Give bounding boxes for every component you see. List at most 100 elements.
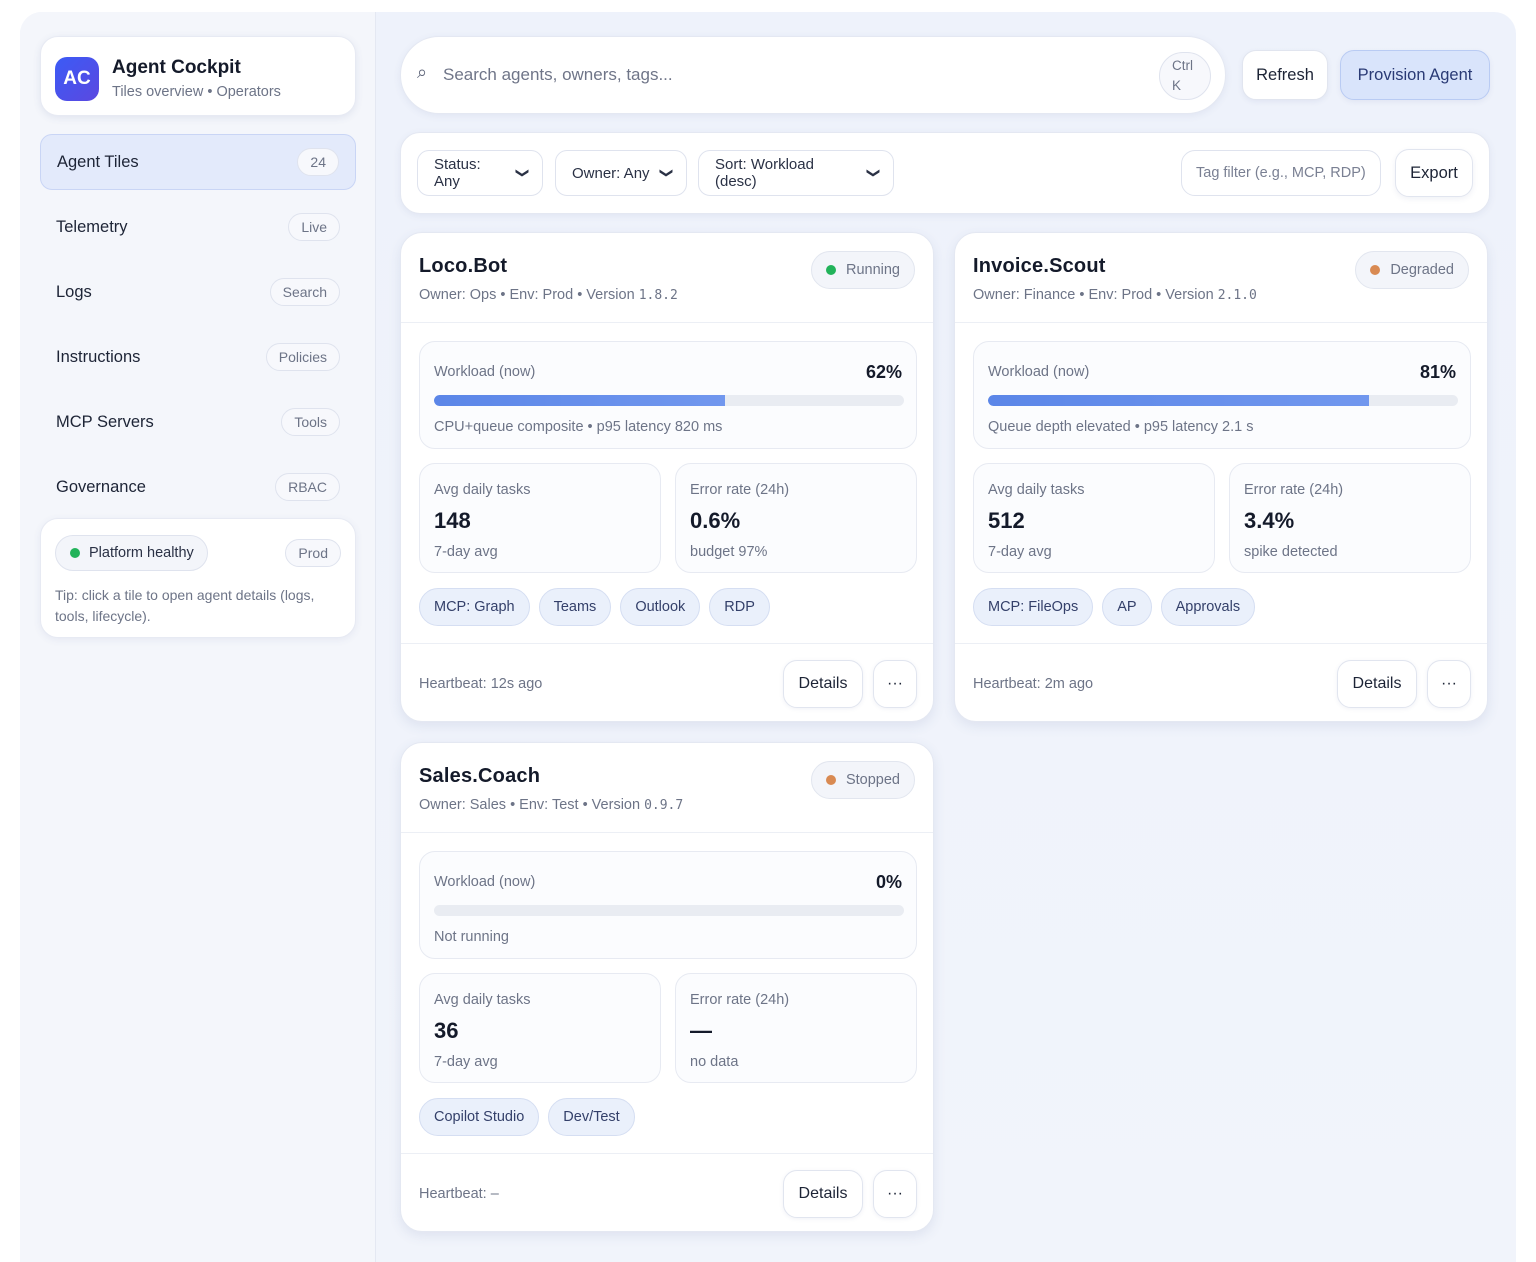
more-options-button[interactable]: ··· xyxy=(1427,660,1471,708)
tag-chip[interactable]: MCP: FileOps xyxy=(973,588,1094,626)
heartbeat-text: Heartbeat: 2m ago xyxy=(973,676,1093,692)
agent-name: Sales.Coach xyxy=(419,765,541,787)
chevron-down-icon: ❯ xyxy=(866,167,882,179)
agent-name: Invoice.Scout xyxy=(973,255,1106,277)
owner-filter-select[interactable]: Owner: Any ❯ xyxy=(555,150,687,196)
agent-tile-sales-coach[interactable]: Sales.Coach Owner: Sales • Env: Test • V… xyxy=(400,742,934,1232)
sidebar-item-telemetry[interactable]: Telemetry Live xyxy=(40,199,356,255)
avg-daily-tasks-stat: Avg daily tasks 512 7-day avg xyxy=(973,463,1215,573)
workload-progress-bar xyxy=(434,395,904,406)
agent-name: Loco.Bot xyxy=(419,255,508,277)
stat-value: 148 xyxy=(434,508,471,533)
sidebar-item-badge: Policies xyxy=(265,343,340,371)
heartbeat-text: Heartbeat: – xyxy=(419,1186,499,1202)
sidebar-item-label: Logs xyxy=(56,282,92,301)
sidebar-item-label: Instructions xyxy=(56,347,141,366)
more-options-button[interactable]: ··· xyxy=(873,660,917,708)
error-rate-stat: Error rate (24h) 0.6% budget 97% xyxy=(675,463,917,573)
error-rate-stat: Error rate (24h) — no data xyxy=(675,973,917,1083)
stat-label: Avg daily tasks xyxy=(434,992,531,1008)
platform-health-label: Platform healthy xyxy=(89,545,194,561)
workload-percent: 81% xyxy=(1419,362,1456,382)
workload-progress-bar xyxy=(988,395,1458,406)
env-badge: Prod xyxy=(285,539,341,567)
more-options-button[interactable]: ··· xyxy=(873,1170,917,1218)
workload-note: Queue depth elevated • p95 latency 2.1 s xyxy=(988,419,1254,435)
workload-progress-fill xyxy=(434,395,726,406)
sidebar-item-badge: Search xyxy=(269,278,340,306)
tag-chip[interactable]: AP xyxy=(1102,588,1152,626)
agent-tile-header: Loco.Bot Owner: Ops • Env: Prod • Versio… xyxy=(401,233,933,323)
tag-chip[interactable]: Dev/Test xyxy=(548,1098,635,1136)
status-dot-icon xyxy=(825,775,836,785)
sidebar-item-logs[interactable]: Logs Search xyxy=(40,264,356,320)
tag-chip[interactable]: Teams xyxy=(538,588,612,626)
stat-value: — xyxy=(690,1018,712,1043)
sidebar-item-badge: RBAC xyxy=(275,473,340,501)
tag-chip[interactable]: RDP xyxy=(709,588,770,626)
status-label: Degraded xyxy=(1390,262,1454,278)
agent-version: 2.1.0 xyxy=(1217,288,1257,303)
agent-version: 0.9.7 xyxy=(644,798,684,813)
avg-daily-tasks-stat: Avg daily tasks 36 7-day avg xyxy=(419,973,661,1083)
stat-note: spike detected xyxy=(1244,544,1338,560)
details-button[interactable]: Details xyxy=(783,660,863,708)
agent-tile-loco-bot[interactable]: Loco.Bot Owner: Ops • Env: Prod • Versio… xyxy=(400,232,934,722)
details-button[interactable]: Details xyxy=(1337,660,1417,708)
workload-note: Not running xyxy=(434,929,509,945)
sidebar: AC Agent Cockpit Tiles overview • Operat… xyxy=(20,12,376,1262)
sidebar-item-badge: Tools xyxy=(281,408,340,436)
refresh-button[interactable]: Refresh xyxy=(1242,50,1328,100)
stat-note: 7-day avg xyxy=(434,544,498,560)
sort-select[interactable]: Sort: Workload (desc) ❯ xyxy=(698,150,894,196)
sidebar-item-label: Governance xyxy=(56,477,146,496)
brand-card: AC Agent Cockpit Tiles overview • Operat… xyxy=(40,36,356,116)
agent-tile-footer: Heartbeat: 12s ago Details ··· xyxy=(401,643,933,723)
sidebar-item-label: Agent Tiles xyxy=(57,152,139,171)
tag-chip[interactable]: Outlook xyxy=(620,588,701,626)
health-tip: Tip: click a tile to open agent details … xyxy=(55,587,315,624)
tag-list: MCP: Graph Teams Outlook RDP xyxy=(419,588,770,626)
stat-note: 7-day avg xyxy=(988,544,1052,560)
workload-percent: 0% xyxy=(875,872,902,892)
error-rate-stat: Error rate (24h) 3.4% spike detected xyxy=(1229,463,1471,573)
tag-chip[interactable]: Copilot Studio xyxy=(419,1098,540,1136)
stat-label: Error rate (24h) xyxy=(690,482,790,498)
brand-logo: AC xyxy=(55,57,99,101)
workload-label: Workload (now) xyxy=(434,874,536,890)
sidebar-item-instructions[interactable]: Instructions Policies xyxy=(40,329,356,385)
status-label: Stopped xyxy=(845,772,900,788)
stat-value: 0.6% xyxy=(690,508,741,533)
status-filter-value: Status: Any xyxy=(434,156,481,190)
search-input[interactable] xyxy=(443,59,1123,91)
status-filter-select[interactable]: Status: Any ❯ xyxy=(417,150,543,196)
workload-progress-fill xyxy=(988,395,1369,406)
workload-percent: 62% xyxy=(865,362,902,382)
workload-note: CPU+queue composite • p95 latency 820 ms xyxy=(434,419,723,435)
agent-meta: Owner: Finance • Env: Prod • Version 2.1… xyxy=(973,287,1257,303)
platform-health-card: Platform healthy Prod Tip: click a tile … xyxy=(40,518,356,638)
sidebar-item-label: MCP Servers xyxy=(56,412,154,431)
workload-label: Workload (now) xyxy=(434,364,536,380)
tag-chip[interactable]: Approvals xyxy=(1160,588,1256,626)
search-bar: ⌕ Ctrl K xyxy=(400,36,1226,114)
brand-subtitle: Tiles overview • Operators xyxy=(112,84,281,100)
stat-label: Avg daily tasks xyxy=(434,482,531,498)
provision-agent-button[interactable]: Provision Agent xyxy=(1340,50,1490,100)
stat-note: 7-day avg xyxy=(434,1054,498,1070)
app-window: AC Agent Cockpit Tiles overview • Operat… xyxy=(20,12,1516,1262)
agent-tile-invoice-scout[interactable]: Invoice.Scout Owner: Finance • Env: Prod… xyxy=(954,232,1488,722)
tag-filter-input[interactable] xyxy=(1181,150,1381,196)
shortcut-key-k: K xyxy=(1172,78,1182,93)
sidebar-item-governance[interactable]: Governance RBAC xyxy=(40,459,356,515)
tag-chip[interactable]: MCP: Graph xyxy=(419,588,530,626)
agent-tile-footer: Heartbeat: – Details ··· xyxy=(401,1153,933,1233)
chevron-down-icon: ❯ xyxy=(515,167,531,179)
filter-bar: Status: Any ❯ Owner: Any ❯ Sort: Workloa… xyxy=(400,132,1490,214)
shortcut-hint: Ctrl K xyxy=(1159,52,1211,100)
export-button[interactable]: Export xyxy=(1395,149,1473,197)
owner-filter-value: Owner: Any xyxy=(572,164,650,182)
sidebar-item-agent-tiles[interactable]: Agent Tiles 24 xyxy=(40,134,356,190)
details-button[interactable]: Details xyxy=(783,1170,863,1218)
sidebar-item-mcp-servers[interactable]: MCP Servers Tools xyxy=(40,394,356,450)
